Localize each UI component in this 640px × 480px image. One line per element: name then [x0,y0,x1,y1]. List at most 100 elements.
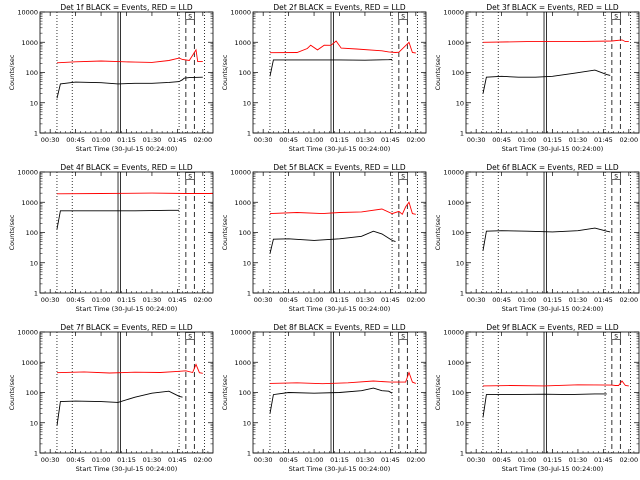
panel-title: Det 7f BLACK = Events, RED = LLD [60,323,193,332]
saa-marker-box [185,332,195,340]
x-tick-label: 01:45 [168,296,187,304]
y-tick-label: 10000 [230,9,251,17]
y-tick-label: 10 [30,419,38,427]
y-tick-label: 10 [243,99,251,107]
x-tick-label: 00:30 [254,296,273,304]
series-line-events [482,227,611,251]
saa-marker-label: S [401,333,405,340]
detector-panel-6: Det 6f BLACK = Events, RED = LLD Counts/s… [434,163,640,313]
detector-panel-8: Det 8f BLACK = Events, RED = LLD Counts/s… [221,323,427,473]
panel-title: Det 4f BLACK = Events, RED = LLD [60,163,193,172]
saa-marker-label: S [614,333,618,340]
y-tick-label: 1000 [21,359,38,367]
x-tick-label: 01:30 [356,296,375,304]
x-tick-label: 01:00 [92,456,111,464]
x-axis-label: Start Time (30-Jul-15 00:24:00) [289,305,391,313]
x-tick-label: 00:30 [254,136,273,144]
x-tick-label: 01:45 [594,296,613,304]
detector-panel-9: Det 9f BLACK = Events, RED = LLD Counts/s… [434,323,640,473]
x-tick-label: 00:45 [492,296,511,304]
x-tick-label: 01:00 [305,296,324,304]
detector-panel-4: Det 4f BLACK = Events, RED = LLD Counts/s… [8,163,214,313]
panel-title: Det 6f BLACK = Events, RED = LLD [486,163,619,172]
x-tick-label: 02:00 [406,136,425,144]
y-tick-label: 1000 [234,199,251,207]
y-tick-label: 10000 [17,9,38,17]
x-tick-label: 02:00 [193,296,212,304]
x-tick-label: 01:45 [168,136,187,144]
plot-frame [39,171,214,294]
x-axis-label: Start Time (30-Jul-15 00:24:00) [289,465,391,473]
x-tick-label: 00:45 [279,456,298,464]
series-line-lld [269,40,416,54]
plot-frame [465,11,640,134]
y-tick-label: 100 [26,69,38,77]
y-tick-label: 100 [452,69,464,77]
series-line-lld [269,201,416,216]
y-axis-label: Counts/sec [434,54,442,90]
saa-marker-label: S [614,13,618,20]
y-tick-label: 10000 [17,169,38,177]
y-tick-label: 10 [243,419,251,427]
saa-marker-box [398,172,408,180]
x-tick-label: 01:15 [330,296,349,304]
series-line-events [269,59,393,77]
y-axis-label: Counts/sec [221,54,229,90]
y-tick-label: 1000 [447,199,464,207]
x-tick-label: 02:00 [619,456,638,464]
x-tick-label: 01:15 [117,456,136,464]
x-tick-label: 02:00 [619,136,638,144]
saa-marker-box [185,12,195,20]
saa-marker-box [611,172,621,180]
series-line-events [56,209,180,230]
y-tick-label: 1000 [21,39,38,47]
x-axis-label: Start Time (30-Jul-15 00:24:00) [76,305,178,313]
detector-panel-2: Det 2f BLACK = Events, RED = LLD Counts/s… [221,3,427,153]
x-tick-label: 01:15 [117,136,136,144]
x-tick-label: 01:00 [518,296,537,304]
saa-marker-label: S [401,173,405,180]
series-line-lld [482,39,629,43]
x-tick-label: 01:45 [381,456,400,464]
x-tick-label: 01:15 [330,456,349,464]
x-tick-label: 01:45 [381,136,400,144]
y-axis-label: Counts/sec [434,374,442,410]
y-tick-label: 100 [26,389,38,397]
y-tick-label: 10 [456,259,464,267]
plot-frame [252,171,427,294]
x-tick-label: 00:30 [467,296,486,304]
series-line-lld [56,48,203,64]
x-tick-label: 00:30 [41,456,60,464]
x-tick-label: 00:30 [41,136,60,144]
x-tick-label: 01:30 [356,136,375,144]
y-tick-label: 10000 [230,329,251,337]
y-tick-label: 1 [460,130,464,138]
x-tick-label: 01:30 [143,296,162,304]
y-tick-label: 1 [247,290,251,298]
x-tick-label: 00:45 [492,456,511,464]
series-line-lld [56,192,213,195]
x-tick-label: 01:00 [92,296,111,304]
x-tick-label: 02:00 [406,456,425,464]
detector-panel-3: Det 3f BLACK = Events, RED = LLD Counts/s… [434,3,640,153]
y-tick-label: 1 [34,290,38,298]
y-tick-label: 10000 [443,9,464,17]
panel-title: Det 9f BLACK = Events, RED = LLD [486,323,619,332]
plot-frame [39,331,214,454]
series-line-events [269,230,396,254]
x-tick-label: 01:15 [543,136,562,144]
x-tick-label: 01:30 [143,136,162,144]
y-tick-label: 1 [34,130,38,138]
x-tick-label: 01:00 [92,136,111,144]
x-axis-label: Start Time (30-Jul-15 00:24:00) [502,145,604,153]
x-tick-label: 02:00 [406,296,425,304]
x-axis-label: Start Time (30-Jul-15 00:24:00) [76,465,178,473]
x-tick-label: 01:30 [569,456,588,464]
saa-marker-label: S [614,173,618,180]
y-tick-label: 100 [26,229,38,237]
y-tick-label: 1 [247,130,251,138]
series-line-lld [56,363,203,374]
plot-frame [465,331,640,454]
saa-marker-label: S [188,333,192,340]
